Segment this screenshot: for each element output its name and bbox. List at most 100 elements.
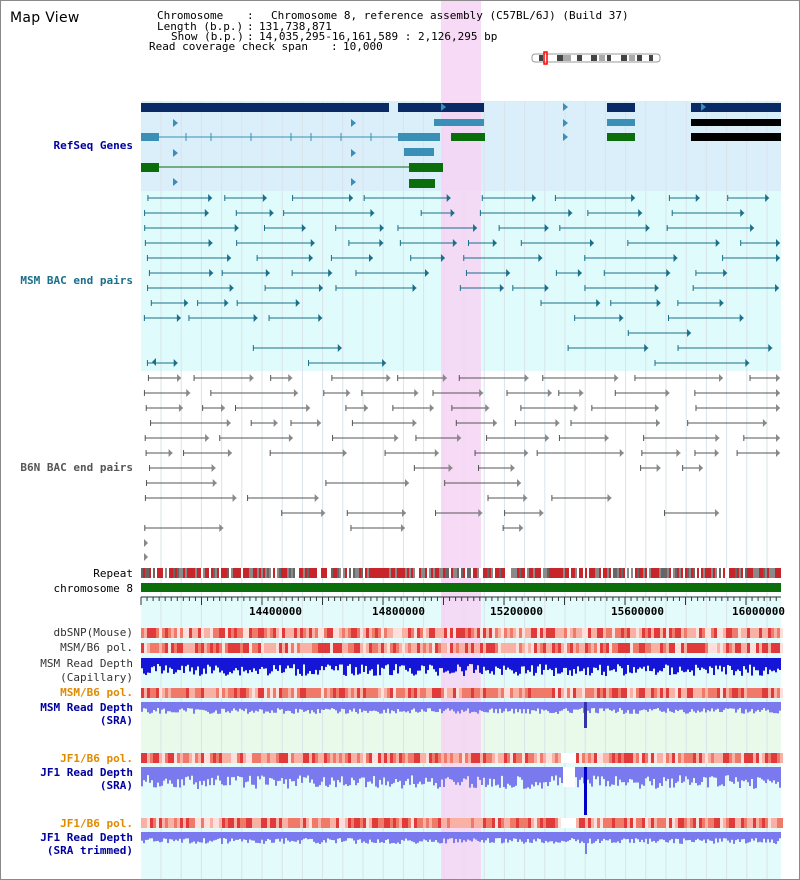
track-label-b6n-bac[interactable]: B6N BAC end pairs <box>20 461 133 474</box>
read-depth-bar <box>555 832 557 842</box>
read-depth-bar <box>541 702 543 710</box>
read-depth-bar <box>593 702 595 709</box>
read-depth-bar <box>333 658 335 671</box>
repeat-segment <box>601 568 603 578</box>
read-depth-bar <box>315 658 317 670</box>
read-depth-bar <box>219 767 221 781</box>
read-depth-bar <box>147 702 149 713</box>
read-depth-bar <box>687 658 689 670</box>
polymorphism-heat-cell <box>207 628 210 638</box>
polymorphism-heat-cell <box>327 688 330 698</box>
show-key: Show (b.p.) <box>171 30 244 43</box>
read-depth-bar <box>373 658 375 676</box>
read-depth-bar <box>649 832 651 839</box>
bac-end <box>328 269 333 277</box>
read-depth-bar <box>527 658 529 671</box>
polymorphism-heat-cell <box>534 688 537 698</box>
repeat-segment <box>581 568 583 578</box>
track-label-msm-bac[interactable]: MSM BAC end pairs <box>20 274 133 287</box>
read-depth-bar <box>493 832 495 843</box>
polymorphism-heat-cell <box>651 818 654 828</box>
polymorphism-heat-cell <box>249 753 252 763</box>
read-depth-bar <box>321 658 323 667</box>
polymorphism-heat-cell <box>738 753 741 763</box>
read-depth-bar <box>755 658 757 671</box>
bac-end <box>208 194 213 202</box>
read-depth-bar <box>651 658 653 672</box>
read-depth-bar <box>407 658 409 672</box>
repeat-segment <box>283 568 285 578</box>
bac-end <box>673 254 678 262</box>
bac-end <box>457 434 462 442</box>
read-depth-bar <box>489 767 491 779</box>
read-depth-bar <box>151 702 153 713</box>
read-depth-bar <box>709 767 711 778</box>
read-depth-bar <box>143 658 145 674</box>
repeat-segment <box>511 568 513 578</box>
read-depth-bar <box>493 658 495 675</box>
read-depth-bar <box>275 767 277 786</box>
bac-end <box>219 524 224 532</box>
read-depth-bar <box>589 702 591 714</box>
read-depth-bar <box>195 767 197 783</box>
read-depth-bar <box>637 658 639 670</box>
polymorphism-heat-cell <box>180 643 183 653</box>
polymorphism-heat-cell <box>375 753 378 763</box>
read-depth-bar <box>537 702 539 709</box>
read-depth-bar <box>163 832 165 839</box>
read-depth-bar <box>147 658 149 673</box>
bac-end <box>676 449 681 457</box>
polymorphism-heat-cell <box>399 628 402 638</box>
polymorphism-heat-cell <box>360 643 363 653</box>
polymorphism-heat-cell <box>489 643 492 653</box>
repeat-segment <box>589 568 591 578</box>
polymorphism-heat-cell <box>231 688 234 698</box>
polymorphism-heat-cell <box>345 643 348 653</box>
polymorphism-heat-cell <box>273 688 276 698</box>
read-depth-bar <box>457 658 459 665</box>
read-depth-bar <box>707 702 709 711</box>
track-label-refseq-genes[interactable]: RefSeq Genes <box>53 139 133 152</box>
read-depth-bar <box>461 767 463 782</box>
repeat-segment <box>459 568 461 578</box>
polymorphism-heat-cell <box>147 818 150 828</box>
read-depth-bar <box>487 832 489 839</box>
read-depth-bar <box>715 832 717 839</box>
read-depth-bar <box>635 767 637 783</box>
bac-end <box>434 449 439 457</box>
read-depth-bar <box>361 702 363 713</box>
polymorphism-heat-cell <box>765 688 768 698</box>
read-depth-bar <box>225 702 227 713</box>
read-depth-bar <box>317 767 319 787</box>
repeat-segment <box>753 568 755 578</box>
polymorphism-heat-cell <box>516 628 519 638</box>
polymorphism-heat-cell <box>396 628 399 638</box>
polymorphism-heat-cell <box>546 688 549 698</box>
read-depth-bar <box>549 658 551 669</box>
polymorphism-heat-cell <box>210 688 213 698</box>
read-depth-bar <box>453 832 455 844</box>
polymorphism-heat-cell <box>327 818 330 828</box>
read-depth-bar <box>391 767 393 785</box>
read-depth-bar <box>375 767 377 787</box>
polymorphism-heat-cell <box>150 628 153 638</box>
read-depth-bar <box>311 832 313 839</box>
polymorphism-heat-cell <box>153 818 156 828</box>
read-depth-bar <box>617 767 619 786</box>
polymorphism-heat-cell <box>321 643 324 653</box>
polymorphism-heat-cell <box>636 688 639 698</box>
polymorphism-heat-cell <box>570 628 573 638</box>
repeat-segment <box>521 568 523 578</box>
polymorphism-heat-cell <box>456 643 459 653</box>
repeat-segment <box>335 568 337 578</box>
read-depth-bar <box>499 832 501 839</box>
polymorphism-heat-cell <box>150 688 153 698</box>
read-depth-bar <box>145 658 147 675</box>
repeat-segment <box>201 568 203 578</box>
read-depth-bar <box>235 832 237 840</box>
gene-model <box>691 119 781 126</box>
read-depth-bar <box>661 832 663 840</box>
bac-end <box>478 509 483 517</box>
polymorphism-heat-cell <box>246 818 249 828</box>
polymorphism-heat-cell <box>675 753 678 763</box>
